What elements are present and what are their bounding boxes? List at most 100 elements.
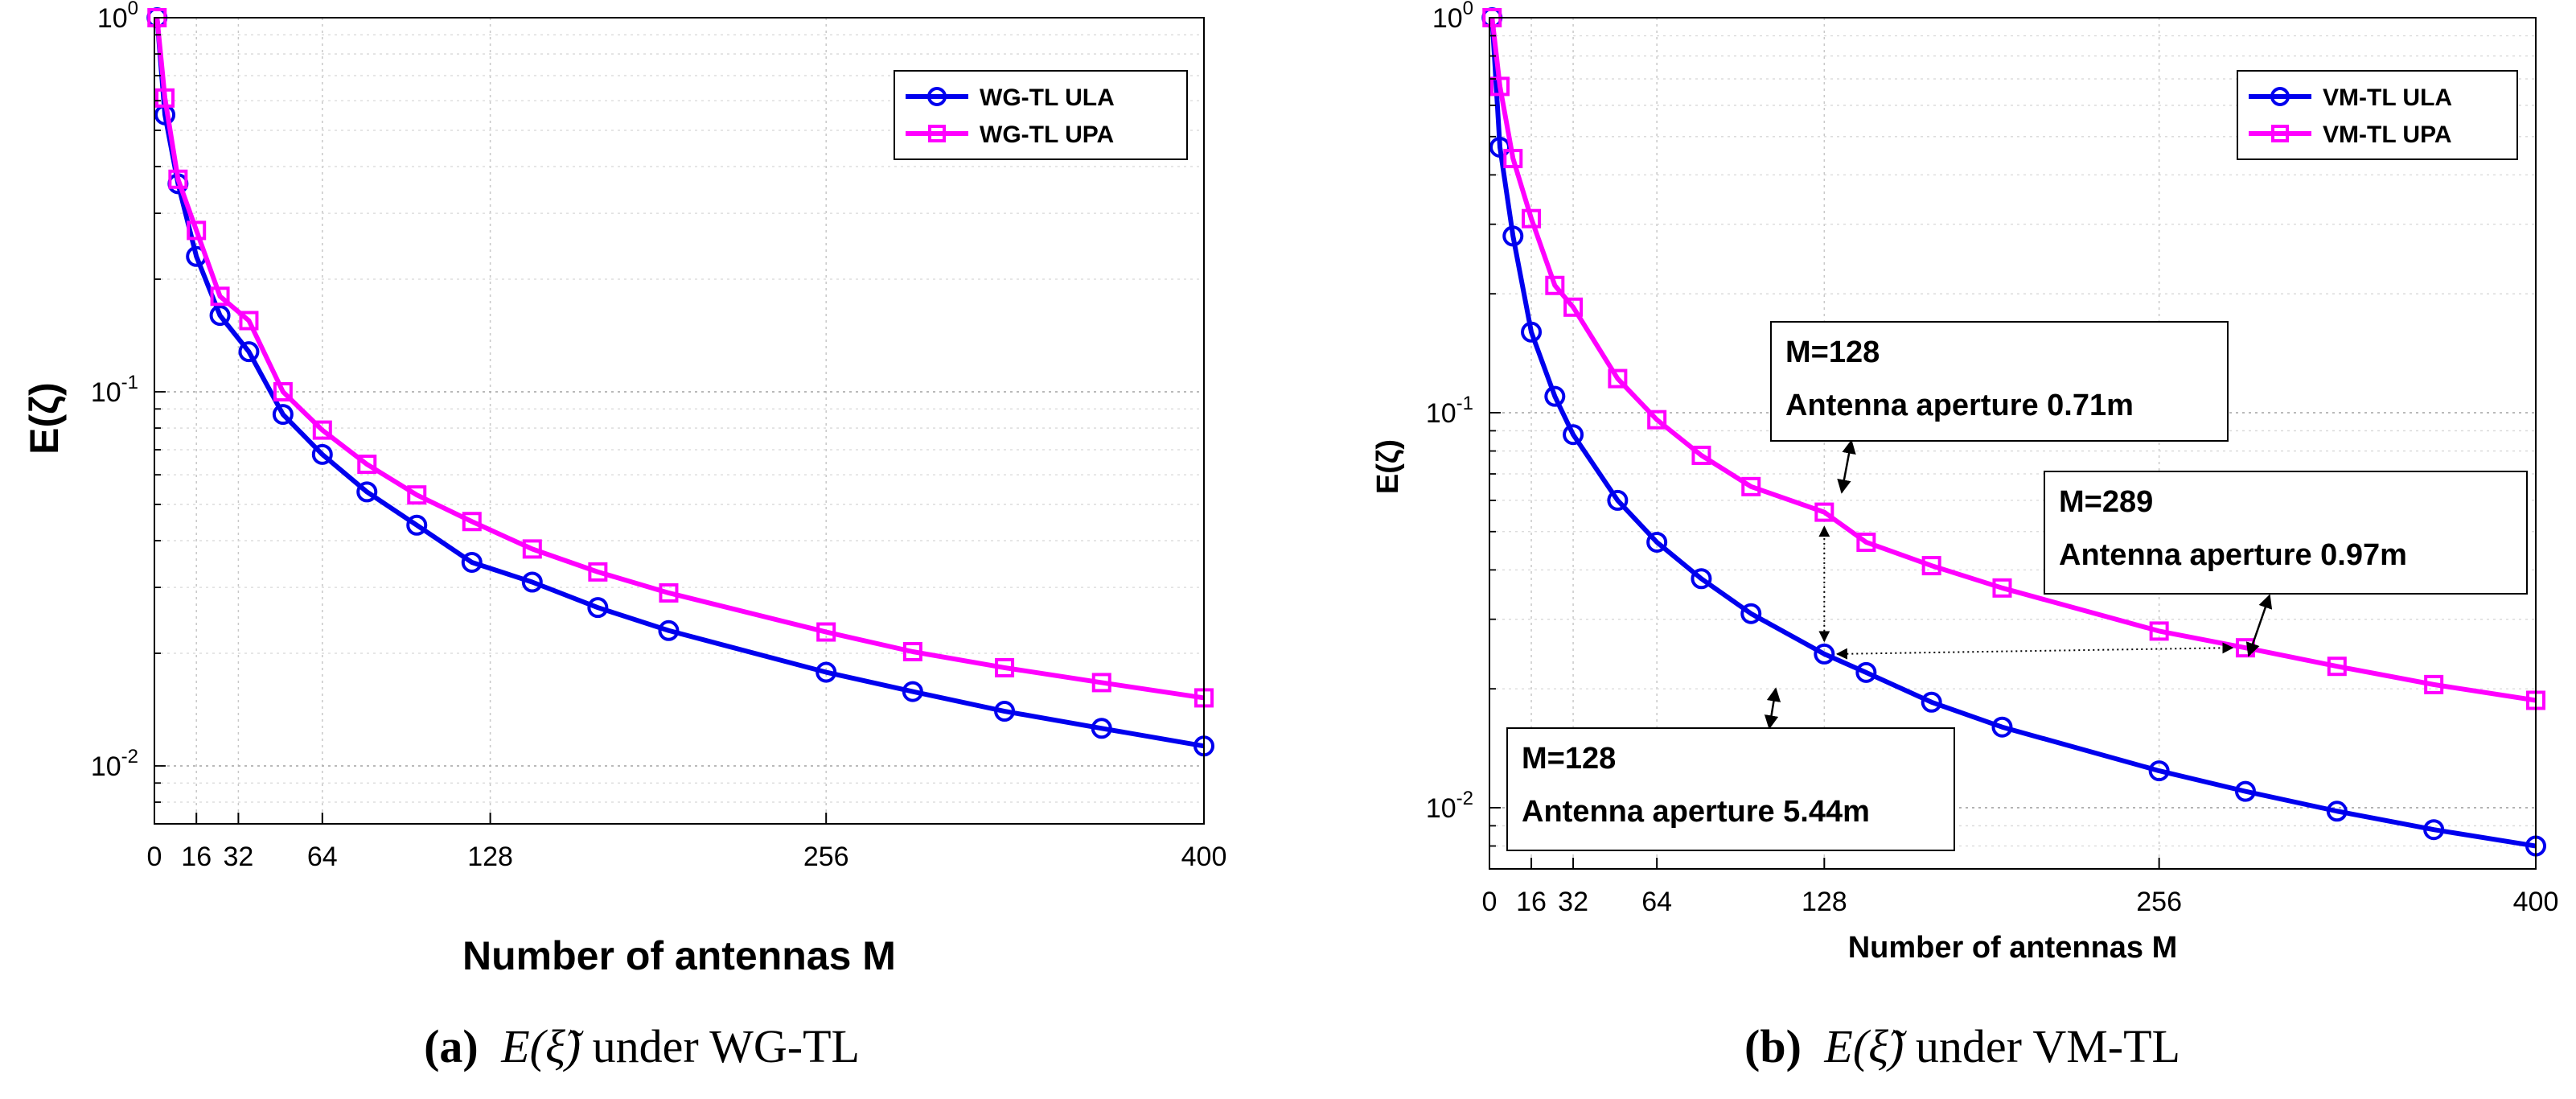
data-point	[587, 597, 609, 619]
x-tick-label: 128	[467, 842, 513, 872]
data-point	[1992, 578, 2012, 598]
plot-frame-b	[1489, 17, 2537, 870]
legend-label: VM-TL ULA	[2323, 84, 2452, 111]
data-point	[1741, 476, 1761, 496]
series-line-a-0	[154, 17, 1205, 749]
legend-marker	[2270, 87, 2290, 106]
data-point	[1691, 445, 1711, 465]
caption-b: (b) E(ξ̃) under VM-TL	[1744, 1020, 2180, 1072]
data-point	[2149, 621, 2169, 641]
legend-marker	[928, 125, 946, 142]
data-point	[356, 481, 378, 503]
data-point	[1607, 489, 1629, 511]
data-point	[272, 404, 294, 426]
annotation-text: M=128	[1785, 335, 1880, 369]
data-point	[1991, 716, 2013, 738]
y-tick-label: 10-1	[91, 372, 138, 408]
data-point	[462, 512, 482, 532]
annotation-arrow	[2245, 594, 2273, 657]
caption-b-label: (b)	[1744, 1020, 1802, 1072]
annotation-box	[1770, 321, 2229, 442]
data-point	[1521, 321, 1543, 343]
data-point	[407, 485, 427, 505]
series-line-a-1	[154, 17, 1205, 701]
y-tick-label: 100	[97, 0, 138, 34]
data-point	[1490, 76, 1510, 97]
annotation-text: Antenna aperture 0.97m	[2059, 538, 2407, 572]
data-point	[2327, 657, 2347, 677]
data-point	[995, 657, 1015, 677]
data-point	[273, 381, 293, 401]
data-point	[239, 311, 259, 331]
guide-horizontal	[1835, 642, 2234, 660]
x-tick-label: 64	[307, 842, 338, 872]
data-point	[461, 551, 483, 573]
data-point	[1091, 718, 1112, 739]
annotation-text: Antenna aperture 5.44m	[1522, 795, 1870, 829]
annotation-text: Antenna aperture 0.71m	[1785, 389, 2134, 422]
x-tick-label: 32	[223, 842, 253, 872]
legend-a: WG-TL ULA WG-TL UPA	[894, 70, 1188, 160]
legend-label: WG-TL UPA	[980, 121, 1114, 148]
x-axis-label-a: Number of antennas M	[462, 933, 896, 978]
data-point	[1814, 502, 1834, 522]
y-tick-label: 10-2	[91, 746, 138, 782]
annotations-b: M=128 Antenna aperture 0.71m M=289 Antenna …	[1506, 321, 2528, 851]
data-point	[406, 514, 428, 536]
caption-b-text: under VM-TL	[1916, 1020, 2180, 1072]
data-point	[2326, 801, 2348, 822]
y-tick-label: 10-1	[1426, 393, 1473, 429]
data-point	[658, 619, 680, 641]
plot-frame-a	[154, 17, 1205, 825]
caption-a-label: (a)	[424, 1020, 479, 1072]
legend-label: VM-TL UPA	[2323, 121, 2452, 148]
data-point	[1855, 661, 1877, 683]
y-tick-label: 100	[1432, 0, 1473, 34]
data-point	[238, 341, 260, 363]
caption-b-expr: E(ξ̃)	[1823, 1020, 1907, 1072]
y-axis-label-b: E(ζ)	[1371, 439, 1405, 494]
data-point	[1691, 568, 1712, 590]
data-point	[1563, 424, 1584, 446]
data-point	[1544, 385, 1566, 407]
data-point	[168, 169, 188, 189]
data-point	[902, 681, 923, 702]
data-point	[1740, 603, 1762, 624]
data-point	[1503, 149, 1523, 169]
series-line-b-1	[1489, 17, 2537, 703]
annotation-arrow	[1764, 687, 1781, 730]
data-point	[994, 701, 1016, 722]
data-point	[902, 641, 922, 661]
data-point	[1608, 368, 1628, 389]
data-point	[187, 220, 207, 241]
data-point	[521, 571, 543, 593]
x-tick-label: 256	[803, 842, 849, 872]
legend-b: VM-TL ULA VM-TL UPA	[2237, 70, 2518, 160]
data-point	[816, 661, 837, 683]
chart-panel-b: 0 16 32 64 128 256 400 100 10-1 10-2 Number of an…	[1371, 0, 2558, 965]
data-point	[2423, 819, 2445, 841]
data-point	[588, 562, 608, 582]
x-tick-label: 128	[1802, 887, 1847, 917]
data-point	[816, 622, 836, 642]
data-point	[312, 420, 332, 440]
x-axis-label-b: Number of antennas M	[1848, 931, 2178, 965]
data-point	[311, 443, 333, 465]
data-point	[2148, 760, 2170, 782]
legend-box	[2237, 70, 2518, 160]
data-point	[2234, 780, 2256, 802]
annotation-text: M=289	[2059, 485, 2153, 519]
data-point	[1502, 225, 1524, 247]
annotation-box	[2044, 471, 2528, 595]
data-point	[1814, 643, 1835, 665]
data-point	[1091, 673, 1111, 693]
legend-marker	[927, 87, 947, 106]
x-tick-label: 400	[2513, 887, 2559, 917]
data-point	[155, 88, 175, 108]
caption-a: (a) E(ξ̃) under WG-TL	[424, 1020, 860, 1072]
legend-label: WG-TL ULA	[980, 84, 1115, 111]
annotation-arrow	[1837, 439, 1856, 494]
data-point	[209, 305, 231, 327]
caption-a-text: under WG-TL	[593, 1020, 860, 1072]
